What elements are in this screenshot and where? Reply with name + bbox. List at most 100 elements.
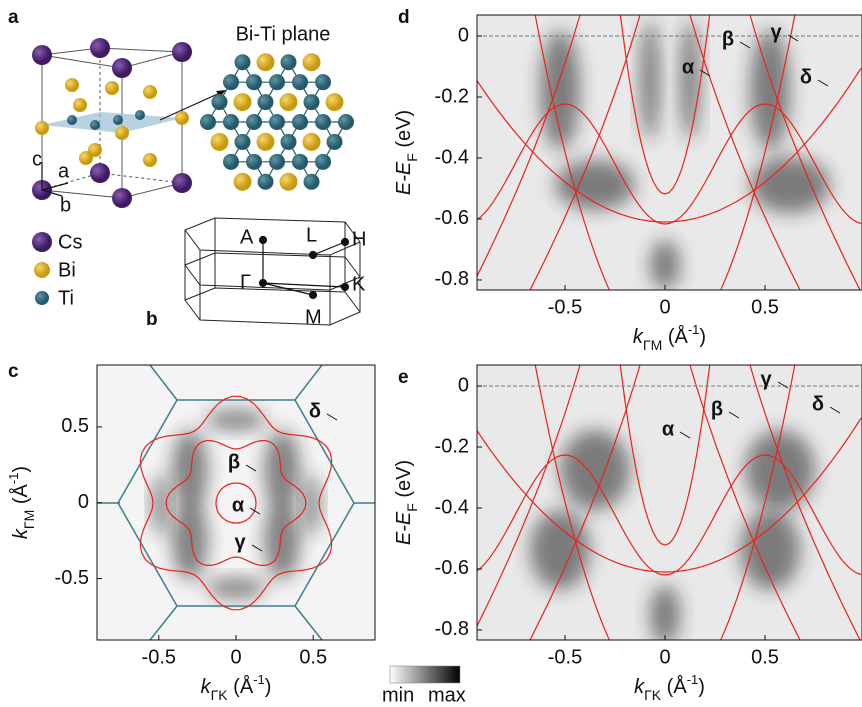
axis-name: c <box>32 148 42 170</box>
legend-label: Ti <box>58 287 74 309</box>
legend-swatch <box>35 291 49 305</box>
intensity-blob <box>745 430 815 510</box>
y-tick-label: -0.4 <box>435 496 469 518</box>
x-tick-label: 0.5 <box>751 296 779 318</box>
ti-atom <box>223 74 239 90</box>
x-tick-label: 0.5 <box>299 646 327 668</box>
panel-letter: e <box>398 367 409 388</box>
ti-atom <box>304 94 320 110</box>
panel-letter: a <box>8 7 19 28</box>
band-label: δ <box>309 400 321 422</box>
ti-atom <box>315 114 331 130</box>
label-part: ) <box>699 326 706 348</box>
y-tick-label: -0.5 <box>55 567 89 589</box>
band-label: δ <box>812 393 824 415</box>
ti-atom <box>235 54 251 70</box>
intensity-blob <box>640 20 660 140</box>
colorbar-gradient <box>390 666 460 683</box>
legend-swatch <box>34 262 50 278</box>
y-label: E-EF (eV) <box>393 460 419 545</box>
ti-atom <box>258 174 274 190</box>
ti-atom <box>292 114 308 130</box>
band-label: β <box>228 451 240 473</box>
panel-letter: c <box>8 361 19 382</box>
kagome <box>200 53 354 191</box>
x-tick-label: 0 <box>230 646 241 668</box>
panel-a: a Bi-Ti plane c a b Cs Bi Ti <box>8 7 354 309</box>
intensity-blob <box>152 475 168 535</box>
colorbar-max: max <box>428 684 466 706</box>
bi-atom <box>280 173 298 191</box>
band-label: γ <box>234 531 246 553</box>
intensity-blob <box>560 430 630 510</box>
bz-label: A <box>240 226 254 248</box>
label-part: -1 <box>253 672 265 687</box>
label-part: ΓM <box>21 510 37 529</box>
band-label: α <box>682 56 695 78</box>
band-label: α <box>662 418 675 440</box>
band-label: δ <box>800 66 812 88</box>
ti-atom <box>246 154 262 170</box>
intensity-blob <box>206 578 266 598</box>
panel-b: A L H Γ K M b <box>146 218 366 330</box>
ti-atom <box>269 114 285 130</box>
bi-ti-plane <box>42 112 182 133</box>
y-tick-label: 0 <box>458 24 469 46</box>
label-part: ΓM <box>643 337 662 353</box>
ti-atom <box>223 154 239 170</box>
intensity-blob <box>172 500 208 580</box>
ti-atom <box>258 94 274 110</box>
label-part: (Å <box>228 675 254 698</box>
band-label: γ <box>770 21 782 43</box>
bi-atom <box>280 93 298 111</box>
band-label: β <box>722 28 734 50</box>
y-tick-label: 0.5 <box>61 415 89 437</box>
ti-atom <box>246 114 262 130</box>
label-part: -1 <box>687 672 699 687</box>
bi-atom <box>234 173 252 191</box>
axis-name: a <box>58 160 70 182</box>
intensity-blob <box>206 410 266 430</box>
ti-atom <box>223 114 239 130</box>
label-part: -1 <box>688 322 700 337</box>
label-part: (Å <box>9 483 32 509</box>
x-tick-label: 0 <box>659 646 670 668</box>
y-tick-label: -0.6 <box>435 207 469 229</box>
band-label: γ <box>760 368 772 390</box>
y-tick-label: -0.2 <box>435 85 469 107</box>
ti-atom <box>269 154 285 170</box>
intensity-blob <box>304 475 320 535</box>
label-part: -1 <box>6 473 21 485</box>
brillouin-zone <box>185 218 360 325</box>
bi-atom <box>257 53 275 71</box>
x-tick-label: 0 <box>659 296 670 318</box>
label-part: E-E <box>393 511 415 545</box>
bi-atom <box>211 133 229 151</box>
legend-label: Bi <box>58 259 76 281</box>
ti-atom <box>281 134 297 150</box>
plane-title: Bi-Ti plane <box>236 23 331 45</box>
label-part: (Å <box>662 325 688 348</box>
label-part: F <box>404 503 420 512</box>
panel-letter: b <box>146 309 158 330</box>
colorbar-min: min <box>382 684 414 706</box>
y-tick-label: 0 <box>458 374 469 396</box>
label-part: ) <box>10 466 32 473</box>
label-part: ΓK <box>644 687 662 703</box>
bz-label: Γ <box>240 271 251 293</box>
y-tick-label: -0.4 <box>435 146 469 168</box>
label-part: (Å <box>661 675 687 698</box>
y-tick-label: -0.8 <box>435 268 469 290</box>
ti-atom <box>327 134 343 150</box>
band-label: α <box>232 494 245 516</box>
panel-letter: d <box>398 7 410 28</box>
label-part: ) <box>265 676 272 698</box>
y-tick-label: -0.6 <box>435 557 469 579</box>
label-part: ΓK <box>211 687 229 703</box>
bi-atom <box>303 53 321 71</box>
y-tick-label: -0.8 <box>435 618 469 640</box>
ti-atom <box>235 134 251 150</box>
y-label: kΓM (Å-1) <box>6 466 37 539</box>
legend-label: Cs <box>58 231 82 253</box>
x-label: kΓK (Å-1) <box>634 672 705 703</box>
